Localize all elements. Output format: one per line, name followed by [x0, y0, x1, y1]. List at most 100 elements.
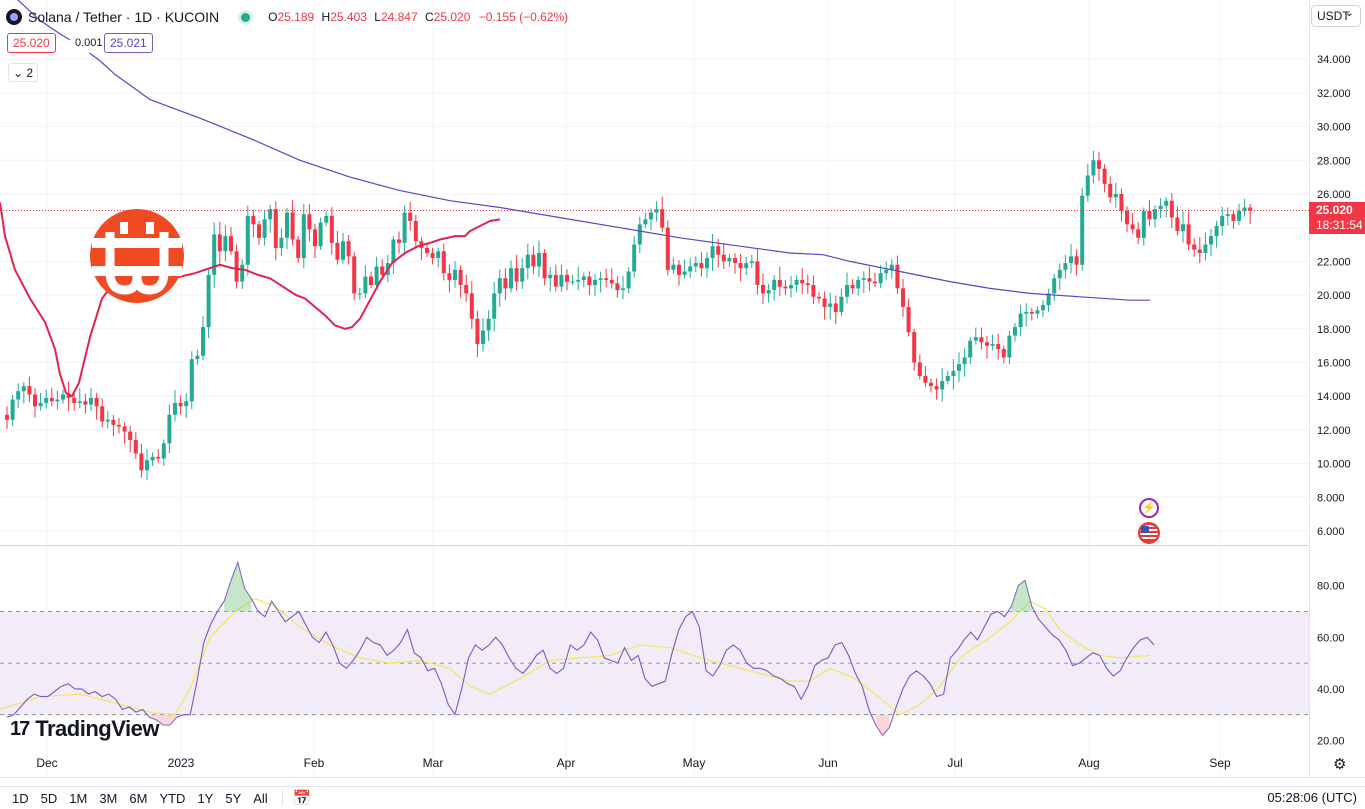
candle-body — [979, 337, 984, 343]
candle-body — [828, 303, 833, 307]
candle-body — [1186, 224, 1191, 245]
candle-body — [1074, 256, 1079, 265]
candle — [161, 439, 166, 467]
price-tick-label: 34.000 — [1317, 54, 1351, 66]
candle — [1203, 232, 1208, 261]
candle-body — [1024, 311, 1029, 314]
price-tick-label: 20.000 — [1317, 290, 1351, 302]
candle — [1175, 206, 1180, 236]
indicators-toggle-button[interactable]: ⌄ 2 — [8, 63, 38, 82]
go-to-date-calendar-icon[interactable]: 📅 — [292, 790, 312, 807]
candle — [856, 276, 861, 296]
candle — [1102, 164, 1107, 193]
candle-body — [587, 276, 592, 285]
currency-dropdown[interactable]: USDT — [1311, 3, 1361, 27]
candle-body — [716, 246, 721, 255]
candle-body — [649, 212, 653, 220]
sell-price-button[interactable]: 25.020 — [7, 33, 56, 53]
range-1m[interactable]: 1M — [69, 790, 88, 806]
range-1y[interactable]: 1Y — [197, 790, 214, 806]
candle-body — [845, 284, 849, 297]
symbol-title[interactable]: Solana / Tether · 1D · KUCOIN — [28, 9, 220, 25]
range-5d[interactable]: 5D — [40, 790, 58, 806]
candle-body — [861, 278, 866, 280]
range-5y[interactable]: 5Y — [225, 790, 242, 806]
range-3m[interactable]: 3M — [99, 790, 118, 806]
candle — [626, 267, 631, 294]
candle-body — [906, 306, 911, 333]
watermark-coin-logo — [90, 209, 184, 303]
candle-body — [850, 284, 855, 289]
candle-body — [576, 279, 581, 282]
candle — [1097, 152, 1101, 181]
candle — [117, 417, 121, 434]
candle — [475, 310, 480, 358]
candle — [962, 348, 967, 377]
candle — [335, 230, 340, 265]
current-price: 25.020 — [1316, 203, 1353, 217]
lightning-event-icon[interactable]: ⚡ — [1139, 498, 1159, 518]
candle-body — [296, 239, 301, 259]
candle-body — [604, 278, 609, 280]
solana-icon — [6, 9, 22, 25]
candle-body — [105, 419, 110, 422]
candle — [514, 254, 519, 291]
candle — [1001, 345, 1006, 364]
candle — [111, 414, 116, 437]
candle-body — [195, 355, 200, 360]
rsi-tick-label: 20.00 — [1317, 736, 1345, 748]
candle — [497, 269, 502, 307]
candle — [727, 253, 732, 267]
candle — [436, 247, 441, 268]
candle-body — [945, 375, 950, 382]
settings-gear-icon[interactable]: ⚙ — [1333, 756, 1347, 773]
candle-body — [100, 406, 105, 422]
range-all[interactable]: All — [253, 790, 268, 806]
toolbar-divider — [281, 790, 283, 806]
candle-body — [682, 271, 687, 275]
candle-body — [1001, 349, 1006, 358]
candle — [94, 392, 99, 420]
candle — [828, 292, 833, 320]
candle — [895, 255, 900, 294]
candle — [1074, 249, 1079, 276]
us-flag-event-icon[interactable] — [1138, 522, 1160, 544]
candle-body — [1164, 200, 1169, 206]
buy-price-button[interactable]: 25.021 — [104, 33, 153, 53]
candle — [906, 298, 911, 337]
candle-body — [408, 212, 413, 221]
range-1d[interactable]: 1D — [12, 790, 29, 806]
candle-body — [425, 247, 429, 253]
open-label: O — [268, 10, 278, 24]
candle — [5, 406, 9, 429]
candle — [408, 201, 413, 231]
candle — [122, 422, 127, 445]
candle-body — [503, 278, 508, 289]
candle-body — [738, 263, 743, 269]
range-6m[interactable]: 6M — [129, 790, 148, 806]
candle-body — [789, 284, 793, 289]
candle — [777, 266, 782, 297]
candle-body — [733, 258, 737, 264]
candle — [951, 359, 956, 390]
candle — [800, 268, 805, 295]
candle-body — [755, 261, 760, 285]
candle — [587, 271, 592, 296]
candle-body — [609, 279, 614, 284]
candle — [352, 252, 357, 301]
candle — [766, 283, 771, 303]
candle-body — [1029, 311, 1034, 314]
candle — [100, 398, 105, 428]
candle — [1220, 206, 1225, 236]
candle-body — [55, 399, 60, 402]
utc-clock[interactable]: 05:28:06 (UTC) — [1267, 790, 1357, 805]
axes: 6.000 8.000 10.000 12.000 14.000 16.000 18.000… — [0, 0, 1365, 778]
candle — [201, 316, 205, 361]
candle — [184, 393, 189, 419]
rsi-overbought-fill — [1011, 580, 1032, 612]
range-ytd[interactable]: YTD — [159, 790, 186, 806]
high-label: H — [321, 10, 331, 24]
candle-body — [721, 254, 726, 262]
time-tick-label: Aug — [1078, 756, 1099, 770]
